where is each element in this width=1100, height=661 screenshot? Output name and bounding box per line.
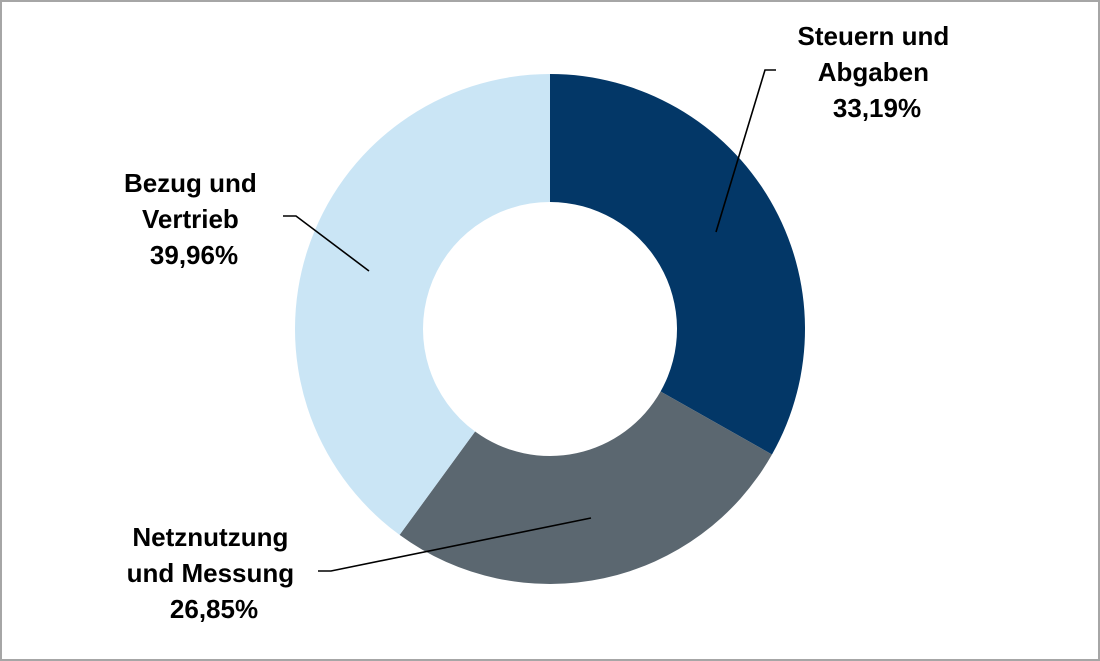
leader-lines: [283, 69, 776, 572]
slice-label-netznutzung-line2: und Messung: [127, 558, 295, 588]
slice-label-bezug-line2: Vertrieb: [142, 204, 239, 234]
leader-line-netznutzung: [318, 517, 592, 572]
slice-label-netznutzung-line1: Netznutzung: [132, 522, 288, 552]
donut-slice-netznutzung: [399, 391, 772, 585]
donut-slices: [294, 74, 806, 585]
slice-label-netznutzung: Netznutzung und Messung 26,85%: [127, 522, 302, 624]
slice-label-bezug: Bezug und Vertrieb 39,96%: [124, 168, 264, 270]
slice-value-netznutzung: 26,85%: [170, 594, 258, 624]
donut-slice-bezug: [294, 74, 550, 535]
slice-label-steuern-line1: Steuern und: [798, 21, 950, 51]
slice-label-bezug-line1: Bezug und: [124, 168, 257, 198]
slice-label-steuern: Steuern und Abgaben 33,19%: [798, 21, 957, 123]
donut-slice-steuern: [550, 74, 806, 455]
slice-label-steuern-line2: Abgaben: [818, 57, 929, 87]
slice-value-bezug: 39,96%: [150, 240, 238, 270]
leader-line-steuern: [715, 69, 776, 233]
leader-line-bezug: [283, 215, 370, 272]
slice-value-steuern: 33,19%: [833, 93, 921, 123]
